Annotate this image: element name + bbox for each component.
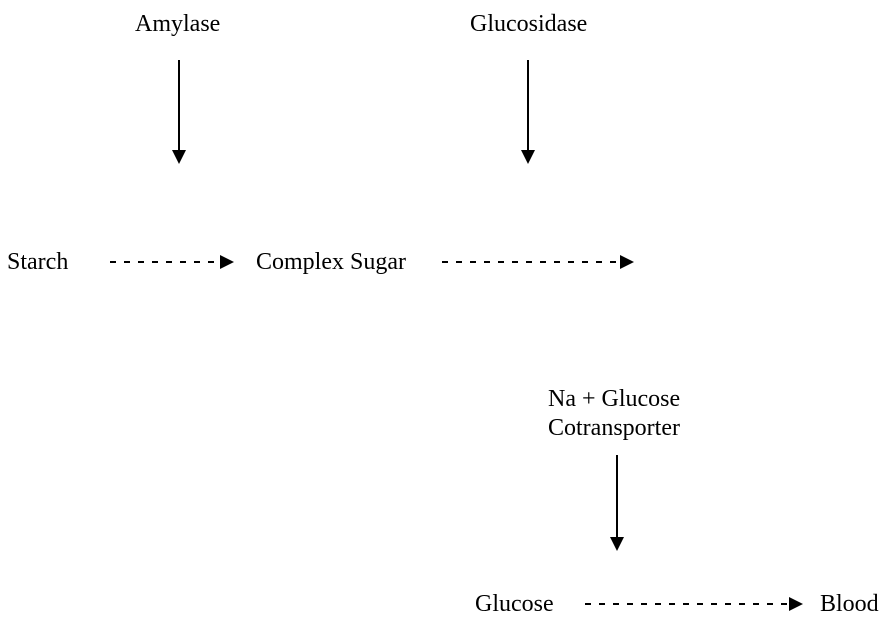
label-starch: Starch — [7, 248, 68, 277]
arrow-complex-right — [442, 252, 647, 272]
arrow-glucosidase-down — [518, 60, 538, 170]
label-amylase: Amylase — [135, 10, 220, 39]
label-complex-sugar: Complex Sugar — [256, 248, 406, 277]
label-glucose: Glucose — [475, 590, 554, 619]
label-glucosidase: Glucosidase — [470, 10, 587, 39]
label-cotransporter-line2: Cotransporter — [548, 414, 680, 443]
arrow-cotransporter-down — [607, 455, 627, 560]
arrow-starch-to-complex — [110, 252, 245, 272]
label-blood: Blood — [820, 590, 879, 619]
label-cotransporter-line1: Na + Glucose — [548, 385, 680, 414]
arrow-amylase-down — [169, 60, 189, 170]
diagram-canvas: Amylase Glucosidase Starch Complex Sugar… — [0, 0, 895, 627]
arrow-glucose-to-blood — [585, 594, 815, 614]
